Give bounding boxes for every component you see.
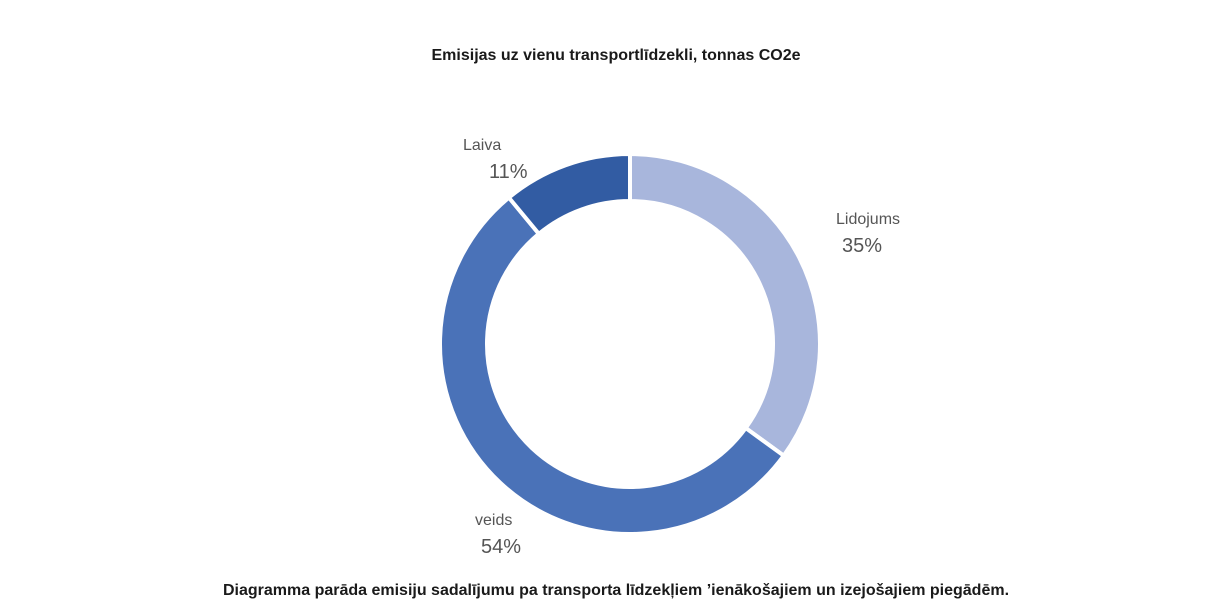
slice-lidojums	[628, 151, 822, 459]
slice-label-laiva: Laiva	[463, 137, 501, 154]
chart-title: Emisijas uz vienu transportlīdzekli, ton…	[432, 47, 801, 64]
slice-value-veids: 54%	[481, 536, 521, 558]
slice-label-lidojums: Lidojums	[836, 211, 900, 228]
slice-value-laiva: 11%	[489, 161, 528, 183]
donut-slices	[438, 151, 822, 536]
slice-label-veids: veids	[475, 512, 512, 529]
chart-caption: Diagramma parāda emisiju sadalījumu pa t…	[223, 582, 1009, 599]
slice-veids	[438, 194, 787, 536]
slice-value-lidojums: 35%	[842, 235, 882, 257]
slice-labels: Lidojums 35% veids 54% Laiva 11%	[463, 137, 900, 558]
slice-laiva	[506, 151, 632, 237]
